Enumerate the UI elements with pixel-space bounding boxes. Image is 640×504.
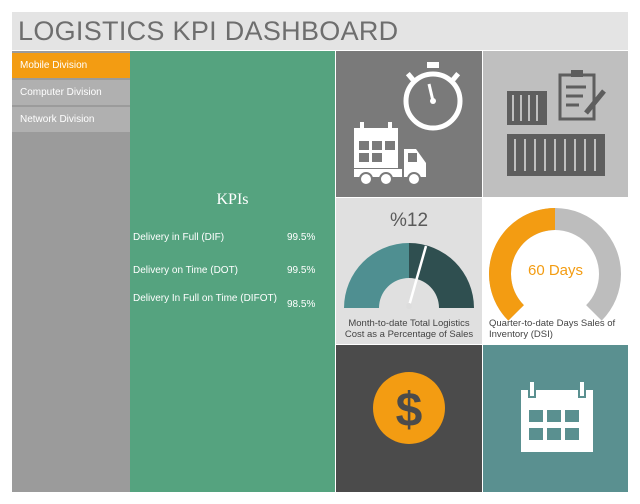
logistics-cost-caption: Month-to-date Total Logistics Cost as a … bbox=[344, 318, 474, 340]
truck-icon bbox=[354, 149, 426, 186]
kpi-label: Delivery In Full on Time (DIFOT) bbox=[133, 293, 277, 304]
sidebar: Mobile Division Computer Division Networ… bbox=[12, 51, 130, 492]
calendar-icon bbox=[354, 122, 398, 168]
kpi-label: Delivery on Time (DOT) bbox=[133, 265, 239, 276]
sidebar-item-network-division[interactable]: Network Division bbox=[12, 107, 130, 132]
kpi-panel: KPIs Delivery in Full (DIF) 99.5% Delive… bbox=[130, 51, 335, 492]
calendar-tile bbox=[483, 345, 628, 492]
page-title: LOGISTICS KPI DASHBOARD bbox=[18, 16, 399, 46]
logistics-cost-tile: %12 Month-to-date Total Logistics Cost a… bbox=[336, 198, 482, 344]
stopwatch-icon bbox=[403, 62, 463, 131]
gauge-needle bbox=[407, 245, 428, 307]
inventory-icon-tile bbox=[483, 51, 628, 197]
sidebar-item-mobile-division[interactable]: Mobile Division bbox=[12, 53, 130, 78]
dsi-gauge-fill bbox=[489, 208, 555, 321]
header: LOGISTICS KPI DASHBOARD bbox=[12, 12, 628, 50]
kpi-label: Delivery in Full (DIF) bbox=[133, 232, 225, 243]
kpi-value: 98.5% bbox=[287, 299, 316, 310]
logistics-cost-value: %12 bbox=[389, 210, 429, 231]
logistics-icon-tile bbox=[336, 51, 482, 197]
svg-text:$: $ bbox=[396, 384, 423, 437]
gauge-segment-dark bbox=[409, 243, 474, 308]
document-pen-icon bbox=[558, 70, 606, 121]
gauge-pivot bbox=[406, 303, 412, 309]
kpi-title: KPIs bbox=[216, 191, 249, 208]
sidebar-item-computer-division[interactable]: Computer Division bbox=[12, 80, 130, 105]
dsi-tile: 60 Days Quarter-to-date Days Sales of In… bbox=[483, 198, 628, 344]
kpi-value: 99.5% bbox=[287, 265, 316, 276]
kpi-value: 99.5% bbox=[287, 232, 316, 243]
container-icon bbox=[507, 91, 605, 176]
dollar-tile: $ bbox=[336, 345, 482, 492]
logistics-cost-gauge bbox=[344, 243, 474, 309]
gauge-segment-light bbox=[344, 243, 409, 308]
dsi-value: 60 Days bbox=[527, 262, 584, 279]
dsi-gauge bbox=[489, 208, 621, 321]
dollar-icon: $ bbox=[373, 372, 445, 444]
dsi-caption: Quarter-to-date Days Sales of Inventory … bbox=[489, 318, 616, 340]
calendar-icon bbox=[521, 380, 593, 452]
